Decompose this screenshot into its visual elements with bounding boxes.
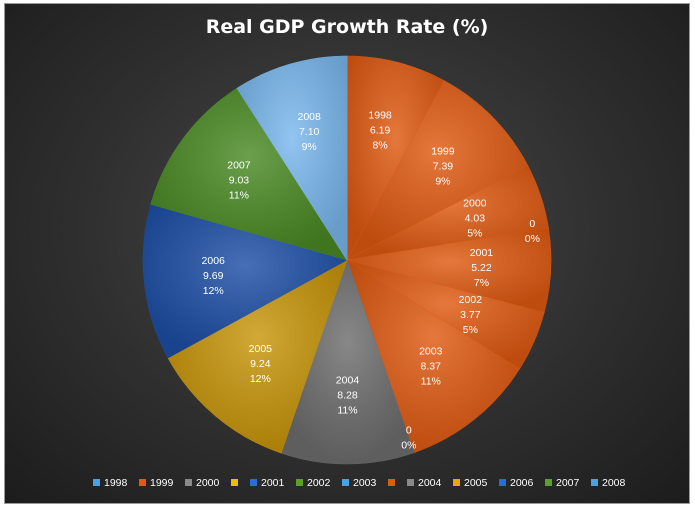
legend-entry-2000: 2000 [196, 477, 220, 489]
legend-entry-2008: 2008 [602, 477, 626, 489]
legend-marker [545, 479, 552, 486]
legend-entry-2003: 2003 [353, 477, 377, 489]
data-label: 0 0% [525, 218, 540, 245]
legend-entry-1998: 1998 [104, 477, 128, 489]
legend-marker [407, 479, 414, 486]
pie-slice-shading [347, 80, 528, 260]
data-label: 2001 5.22 7% [470, 247, 494, 289]
legend-marker [185, 479, 192, 486]
pie-slice-shading [142, 204, 347, 358]
pie-slice-shading [347, 227, 551, 313]
pie-slice-shading [168, 260, 347, 454]
data-label: 2002 3.77 5% [459, 294, 483, 336]
data-label: 2004 8.28 11% [336, 375, 360, 417]
pie-slice-shading [281, 260, 415, 464]
pie-slice-shading [347, 260, 545, 369]
legend-marker [231, 479, 238, 486]
legend-marker [591, 479, 598, 486]
data-label: 0 0% [401, 425, 416, 452]
legend-marker [342, 479, 349, 486]
legend-entry-2005: 2005 [464, 477, 488, 489]
legend-entry-2007: 2007 [556, 477, 580, 489]
pie-slice-shading [236, 56, 347, 260]
legend-marker [499, 479, 506, 486]
legend: 1998 1999 2000 2001 2002 2003 2004 2005 2006 2007… [93, 477, 626, 489]
legend-entry-2001: 2001 [261, 477, 285, 489]
data-label: 2008 7.10 9% [297, 111, 321, 153]
data-label: 1999 7.39 9% [431, 146, 455, 188]
legend-marker [93, 479, 100, 486]
chart-title: Real GDP Growth Rate (%) [206, 16, 489, 38]
legend-marker [453, 479, 460, 486]
pie-slice-shading [347, 165, 549, 260]
legend-entry-2004: 2004 [418, 477, 442, 489]
legend-entry-2002: 2002 [307, 477, 331, 489]
legend-marker [388, 479, 395, 486]
pie-slice-shading [150, 88, 347, 260]
legend-marker [250, 479, 257, 486]
pie-slice-shading [347, 260, 520, 453]
pie-slice-shading [347, 56, 445, 260]
data-label: 2007 9.03 11% [227, 160, 251, 202]
legend-marker [139, 479, 146, 486]
data-label: 2005 9.24 12% [249, 343, 273, 385]
legend-entry-1999: 1999 [150, 477, 174, 489]
data-label: 2003 8.37 11% [419, 345, 443, 387]
legend-marker [296, 479, 303, 486]
legend-entry-2006: 2006 [510, 477, 534, 489]
data-label: 1998 6.19 8% [368, 109, 392, 151]
data-label: 2000 4.03 5% [463, 198, 487, 240]
data-label: 2006 9.69 12% [202, 255, 226, 297]
